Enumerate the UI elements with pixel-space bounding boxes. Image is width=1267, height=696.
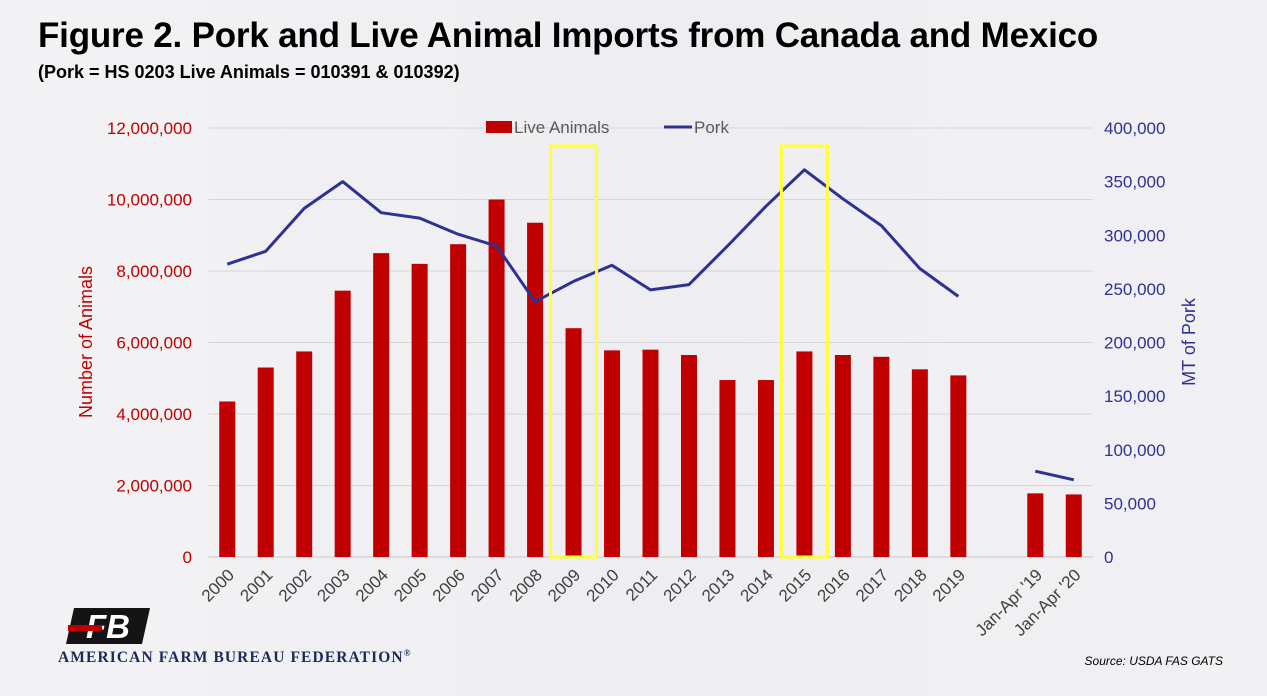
highlight-box	[779, 144, 829, 559]
right-tick-label: 0	[1104, 548, 1113, 567]
right-tick-label: 100,000	[1104, 441, 1165, 460]
legend-label-pork: Pork	[694, 118, 729, 137]
bar-live-animals	[1027, 493, 1044, 557]
x-tick-label: 2010	[583, 565, 623, 605]
x-tick-label: 2001	[236, 565, 276, 605]
x-tick-label: 2004	[352, 565, 392, 605]
bar-live-animals	[604, 350, 621, 557]
bar-live-animals	[719, 380, 736, 557]
source-note: Source: USDA FAS GATS	[1084, 654, 1223, 668]
chart-title: Figure 2. Pork and Live Animal Imports f…	[38, 16, 1099, 55]
y-axis-left-label: Number of Animals	[76, 266, 96, 418]
x-tick-label: 2018	[890, 565, 930, 605]
bar-live-animals	[488, 199, 505, 557]
bar-live-animals	[334, 290, 351, 557]
line-pork	[226, 168, 960, 304]
x-tick-label: 2003	[313, 565, 353, 605]
bar-live-animals	[757, 380, 774, 557]
legend-label-live-animals: Live Animals	[514, 118, 609, 137]
bar-live-animals	[257, 367, 274, 557]
x-tick-label: 2005	[390, 565, 430, 605]
bar-live-animals	[1065, 494, 1082, 557]
x-tick-label: 2016	[814, 565, 854, 605]
bar-live-animals	[911, 369, 928, 557]
bar-live-animals	[834, 355, 851, 557]
left-tick-label: 4,000,000	[116, 405, 192, 424]
bar-live-animals	[411, 263, 428, 557]
left-tick-label: 8,000,000	[116, 262, 192, 281]
x-tick-label: 2014	[737, 565, 777, 605]
x-tick-label: 2019	[929, 565, 969, 605]
right-tick-label: 350,000	[1104, 173, 1165, 192]
x-tick-label: 2011	[622, 565, 661, 604]
bar-live-animals	[450, 244, 467, 557]
chart-subtitle: (Pork = HS 0203 Live Animals = 010391 & …	[38, 62, 460, 82]
bar-live-animals	[527, 222, 544, 558]
registered-mark: ®	[403, 648, 412, 658]
organization-name: AMERICAN FARM BUREAU FEDERATION®	[58, 648, 412, 667]
x-tick-label: 2012	[660, 565, 700, 605]
x-tick-label: 2002	[275, 565, 315, 605]
x-tick-label: 2015	[775, 565, 815, 605]
bar-live-animals	[873, 356, 890, 557]
bar-live-animals	[680, 355, 697, 557]
right-tick-label: 200,000	[1104, 334, 1165, 353]
bar-live-animals	[219, 401, 236, 557]
bar-live-animals	[565, 328, 582, 557]
x-tick-label: 2008	[506, 565, 546, 605]
right-tick-label: 150,000	[1104, 387, 1165, 406]
bar-live-animals	[950, 375, 967, 557]
x-tick-label: 2009	[544, 565, 584, 605]
x-tick-label: 2013	[698, 565, 738, 605]
right-tick-label: 50,000	[1104, 494, 1156, 513]
x-tick-label: 2007	[467, 565, 507, 605]
left-tick-label: 10,000,000	[107, 191, 192, 210]
x-tick-label: 2017	[852, 565, 892, 605]
x-tick-label: 2000	[198, 565, 238, 605]
bar-live-animals	[642, 349, 659, 557]
right-tick-label: 400,000	[1104, 119, 1165, 138]
left-tick-label: 12,000,000	[107, 119, 192, 138]
left-tick-label: 0	[183, 548, 192, 567]
left-tick-label: 6,000,000	[116, 334, 192, 353]
right-tick-label: 250,000	[1104, 280, 1165, 299]
line-pork	[1034, 469, 1075, 482]
afbf-logo: FB	[60, 606, 152, 651]
highlight-box	[549, 144, 599, 559]
right-tick-label: 300,000	[1104, 226, 1165, 245]
left-tick-label: 2,000,000	[116, 477, 192, 496]
bar-live-animals	[373, 253, 390, 557]
organization-name-text: AMERICAN FARM BUREAU FEDERATION	[58, 649, 404, 667]
bar-live-animals	[796, 351, 813, 557]
x-tick-label: 2006	[429, 565, 469, 605]
bar-live-animals	[296, 351, 313, 557]
legend-swatch-live-animals	[486, 121, 512, 133]
y-axis-right-label: MT of Pork	[1179, 297, 1199, 386]
